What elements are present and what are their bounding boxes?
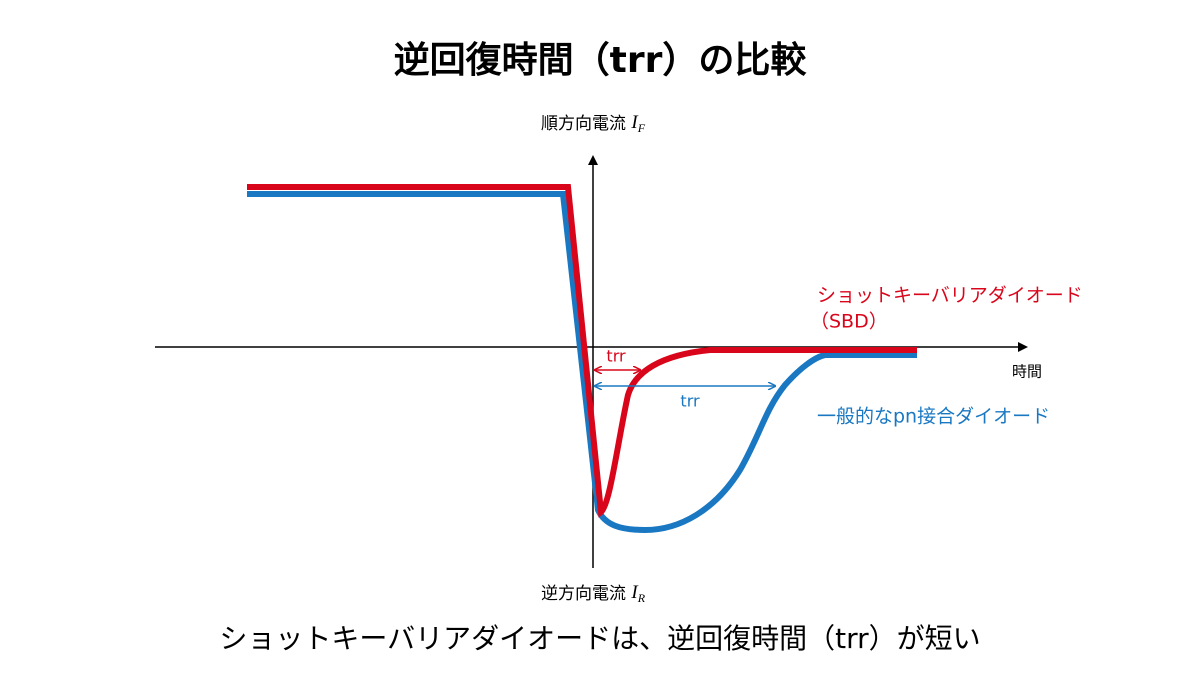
y-bottom-label: 逆方向電流 IR xyxy=(541,582,646,604)
pn-name: 一般的なpn接合ダイオード xyxy=(817,406,1050,428)
sbd-trr-label: trr xyxy=(606,347,626,366)
pn-trr-label: trr xyxy=(680,392,700,411)
title: 逆回復時間（trr）の比較 xyxy=(394,40,808,81)
sbd-name-abbr: （SBD） xyxy=(810,311,888,333)
caption: ショットキーバリアダイオードは、逆回復時間（trr）が短い xyxy=(219,622,980,655)
x-label: 時間 xyxy=(1012,363,1042,381)
pn-curve xyxy=(247,191,917,534)
sbd-name: ショットキーバリアダイオード xyxy=(817,285,1083,307)
sbd-curve xyxy=(247,184,917,518)
y-top-label: 順方向電流 IF xyxy=(541,112,646,134)
